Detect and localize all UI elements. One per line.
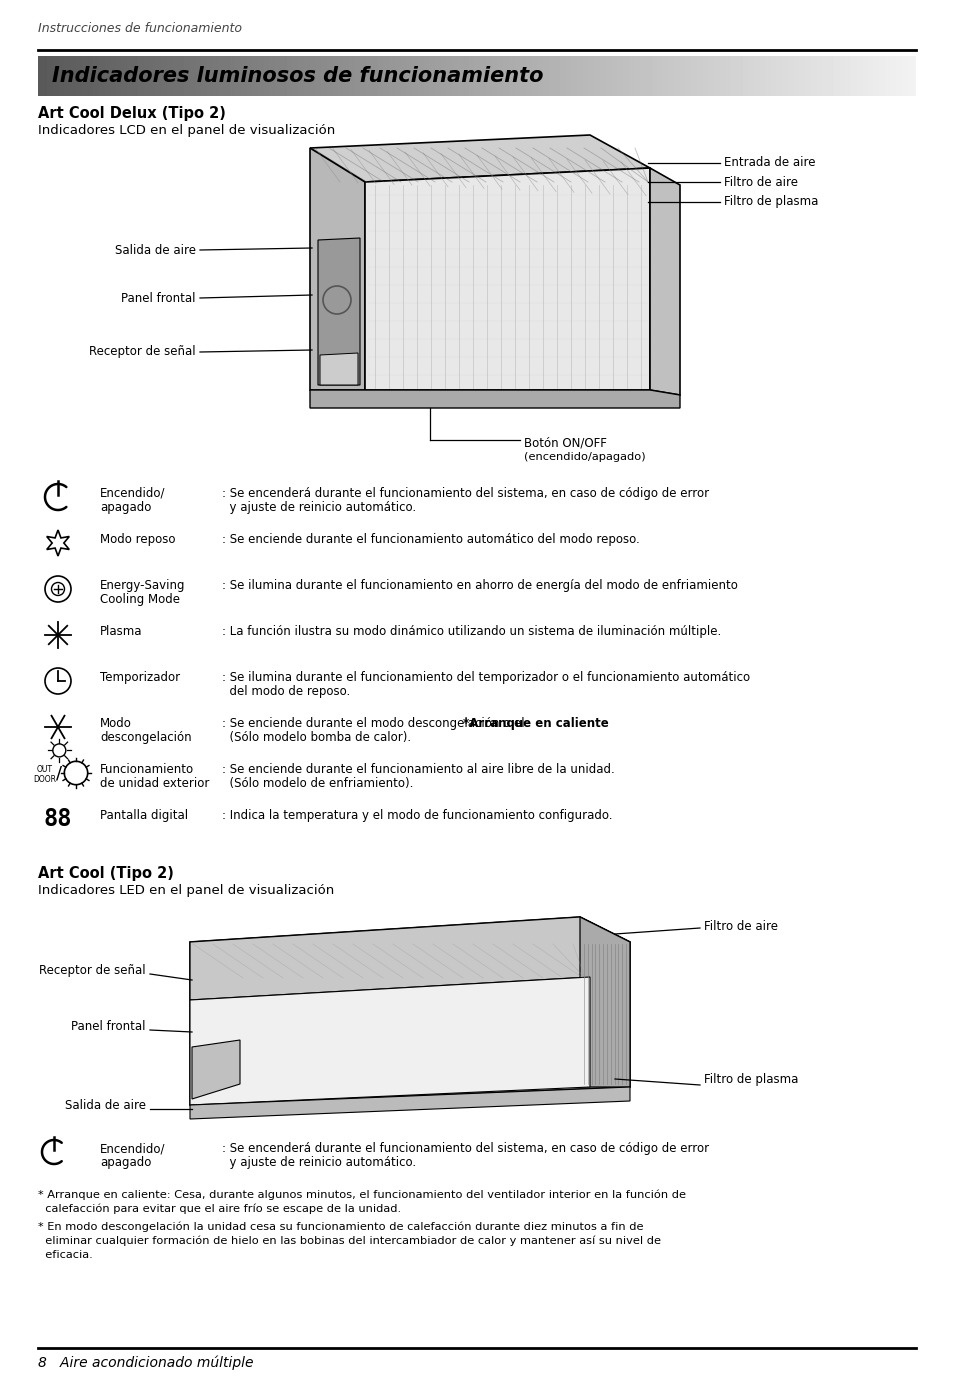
Polygon shape <box>649 168 679 395</box>
Text: (Sólo modelo bomba de calor).: (Sólo modelo bomba de calor). <box>222 731 411 743</box>
Text: Filtro de aire: Filtro de aire <box>723 175 797 189</box>
Text: Receptor de señal: Receptor de señal <box>90 346 195 358</box>
Text: Plasma: Plasma <box>100 624 142 638</box>
Text: eficacia.: eficacia. <box>38 1250 92 1260</box>
Polygon shape <box>579 917 629 1086</box>
Text: Modo reposo: Modo reposo <box>100 533 175 546</box>
Text: : Se enciende durante el modo descongelación o el: : Se enciende durante el modo descongela… <box>222 717 528 729</box>
Text: (encendido/apagado): (encendido/apagado) <box>523 452 645 462</box>
Text: /: / <box>56 764 62 783</box>
Text: 88: 88 <box>44 806 72 832</box>
Text: Art Cool (Tipo 2): Art Cool (Tipo 2) <box>38 867 173 881</box>
Text: Indicadores LED en el panel de visualización: Indicadores LED en el panel de visualiza… <box>38 883 334 897</box>
Text: * Arranque en caliente: Cesa, durante algunos minutos, el funcionamiento del ven: * Arranque en caliente: Cesa, durante al… <box>38 1190 685 1201</box>
Text: Cooling Mode: Cooling Mode <box>100 594 180 606</box>
Text: Encendido/: Encendido/ <box>100 487 165 500</box>
Polygon shape <box>190 1086 629 1119</box>
Polygon shape <box>365 168 649 391</box>
Polygon shape <box>319 353 357 385</box>
Text: Receptor de señal: Receptor de señal <box>39 965 146 977</box>
Polygon shape <box>190 977 589 1105</box>
Text: de unidad exterior: de unidad exterior <box>100 777 209 790</box>
Text: : La función ilustra su modo dinámico utilizando un sistema de iluminación múlti: : La función ilustra su modo dinámico ut… <box>222 624 720 638</box>
Polygon shape <box>310 391 679 407</box>
Polygon shape <box>190 917 629 1105</box>
Text: Pantalla digital: Pantalla digital <box>100 809 188 822</box>
Text: : Indica la temperatura y el modo de funcionamiento configurado.: : Indica la temperatura y el modo de fun… <box>222 809 612 822</box>
Text: : Se enciende durante el funcionamiento automático del modo reposo.: : Se enciende durante el funcionamiento … <box>222 533 639 546</box>
Polygon shape <box>190 917 629 1000</box>
Text: : Se enciende durante el funcionamiento al aire libre de la unidad.: : Se enciende durante el funcionamiento … <box>222 763 614 776</box>
Text: Indicadores LCD en el panel de visualización: Indicadores LCD en el panel de visualiza… <box>38 125 335 137</box>
Text: Funcionamiento: Funcionamiento <box>100 763 193 776</box>
Polygon shape <box>310 134 649 182</box>
Text: Modo: Modo <box>100 717 132 729</box>
Text: Filtro de aire: Filtro de aire <box>703 920 778 932</box>
Text: Panel frontal: Panel frontal <box>121 291 195 305</box>
Text: Salida de aire: Salida de aire <box>65 1099 146 1112</box>
Text: Filtro de plasma: Filtro de plasma <box>703 1072 798 1086</box>
Polygon shape <box>310 148 365 391</box>
Text: apagado: apagado <box>100 1156 152 1169</box>
Text: (Sólo modelo de enfriamiento).: (Sólo modelo de enfriamiento). <box>222 777 413 790</box>
Polygon shape <box>192 1040 240 1099</box>
Text: Filtro de plasma: Filtro de plasma <box>723 196 818 209</box>
Text: Panel frontal: Panel frontal <box>71 1021 146 1033</box>
Text: Temporizador: Temporizador <box>100 671 180 685</box>
Text: Botón ON/OFF: Botón ON/OFF <box>523 435 606 449</box>
Text: del modo de reposo.: del modo de reposo. <box>222 685 350 699</box>
Text: calefacción para evitar que el aire frío se escape de la unidad.: calefacción para evitar que el aire frío… <box>38 1204 400 1214</box>
Text: OUT: OUT <box>37 764 53 773</box>
Text: : Se ilumina durante el funcionamiento del temporizador o el funcionamiento auto: : Se ilumina durante el funcionamiento d… <box>222 671 749 685</box>
Text: Encendido/: Encendido/ <box>100 1142 165 1155</box>
Text: descongelación: descongelación <box>100 731 192 743</box>
Text: Entrada de aire: Entrada de aire <box>723 157 815 169</box>
Text: Indicadores luminosos de funcionamiento: Indicadores luminosos de funcionamiento <box>52 66 543 85</box>
Polygon shape <box>317 238 359 385</box>
Text: Instrucciones de funcionamiento: Instrucciones de funcionamiento <box>38 22 242 35</box>
Text: : Se encenderá durante el funcionamiento del sistema, en caso de código de error: : Se encenderá durante el funcionamiento… <box>222 487 708 500</box>
Text: Salida de aire: Salida de aire <box>115 244 195 256</box>
Text: * En modo descongelación la unidad cesa su funcionamiento de calefacción durante: * En modo descongelación la unidad cesa … <box>38 1222 643 1232</box>
Text: *Arranque en caliente: *Arranque en caliente <box>462 717 608 729</box>
Text: 8   Aire acondicionado múltiple: 8 Aire acondicionado múltiple <box>38 1357 253 1371</box>
Text: Energy-Saving: Energy-Saving <box>100 580 185 592</box>
Text: eliminar cualquier formación de hielo en las bobinas del intercambiador de calor: eliminar cualquier formación de hielo en… <box>38 1236 660 1246</box>
Text: Art Cool Delux (Tipo 2): Art Cool Delux (Tipo 2) <box>38 106 226 120</box>
Text: y ajuste de reinicio automático.: y ajuste de reinicio automático. <box>222 1156 416 1169</box>
Text: y ajuste de reinicio automático.: y ajuste de reinicio automático. <box>222 501 416 514</box>
Text: : Se ilumina durante el funcionamiento en ahorro de energía del modo de enfriami: : Se ilumina durante el funcionamiento e… <box>222 580 737 592</box>
Text: apagado: apagado <box>100 501 152 514</box>
Text: DOOR: DOOR <box>33 774 56 784</box>
Text: : Se encenderá durante el funcionamiento del sistema, en caso de código de error: : Se encenderá durante el funcionamiento… <box>222 1142 708 1155</box>
